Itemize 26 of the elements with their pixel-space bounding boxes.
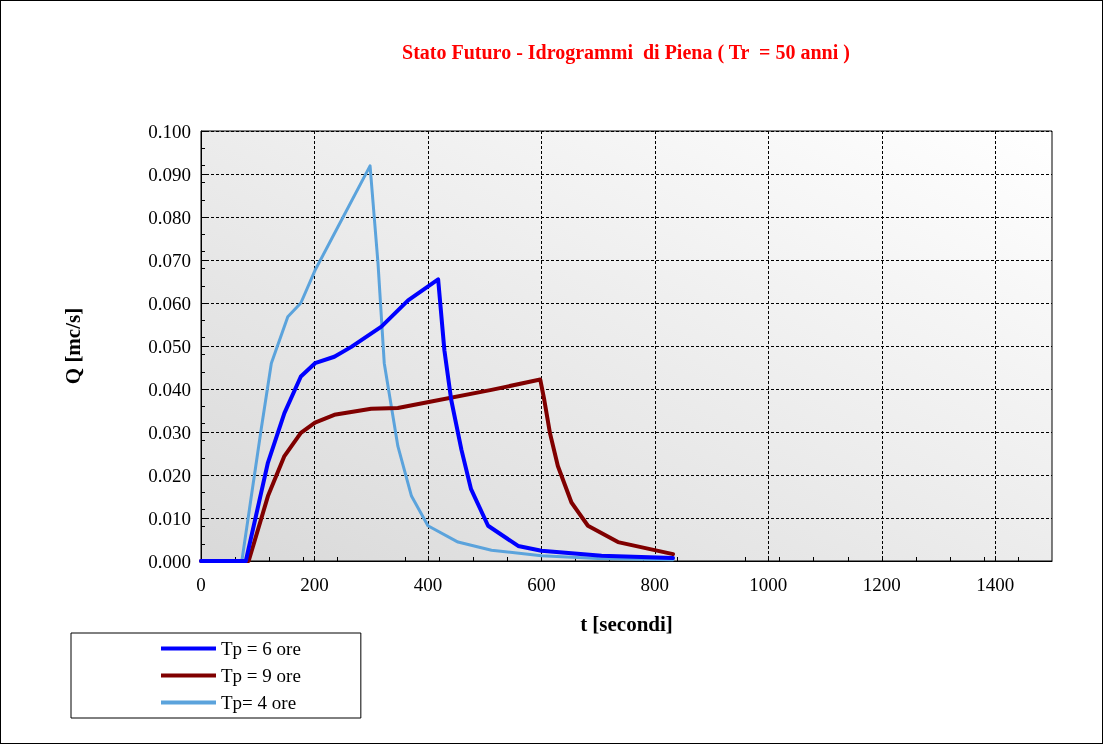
y-tick-label: 0.060: [148, 292, 191, 314]
y-axis-title: Q [mc/s]: [60, 307, 85, 385]
legend-label: Tp = 9 ore: [221, 665, 301, 686]
x-tick-label: 200: [300, 574, 329, 595]
y-tick-label: 0.080: [148, 206, 191, 228]
line-series: [199, 277, 676, 563]
x-tick-label: 1400: [976, 574, 1015, 595]
legend-label: Tp= 4 ore: [221, 692, 297, 713]
x-tick-label: 1000: [749, 574, 788, 595]
x-tick-label: 1200: [862, 574, 901, 595]
y-tick-label: 0.100: [148, 120, 191, 142]
x-axis-title: t [secondi]: [580, 611, 673, 636]
y-tick-label: 0.090: [148, 163, 191, 185]
y-tick-label: 0.070: [148, 249, 191, 271]
legend-label: Tp = 6 ore: [221, 638, 301, 659]
y-tick-label: 0.030: [148, 421, 191, 443]
x-tick-label: 0: [196, 574, 206, 595]
y-tick-label: 0.020: [148, 464, 191, 486]
y-tick-label: 0.040: [148, 378, 191, 400]
y-tick-label: 0.000: [148, 550, 191, 572]
x-tick-label: 400: [413, 574, 443, 595]
x-tick-label: 600: [527, 574, 556, 595]
y-tick-label: 0.010: [148, 507, 191, 529]
chart-title: Stato Futuro - Idrogrammi di Piena ( Tr = 50 anni ): [402, 41, 850, 64]
x-tick-label: 800: [640, 574, 670, 595]
y-tick-label: 0.050: [148, 335, 191, 357]
